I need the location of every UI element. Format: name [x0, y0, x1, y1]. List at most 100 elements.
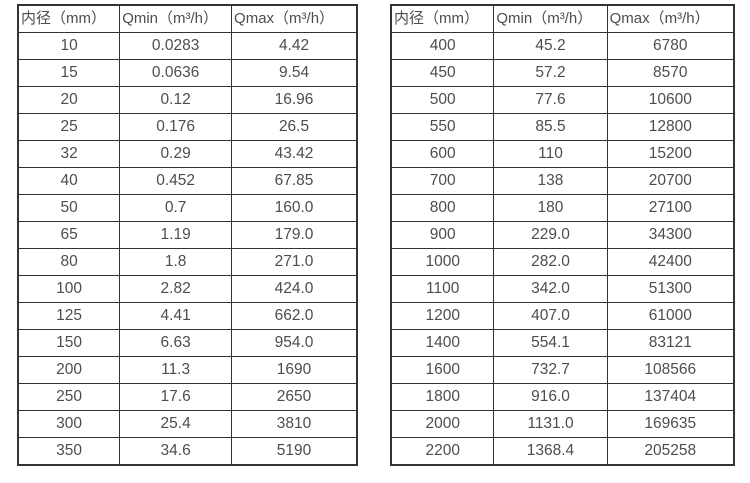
- column-header-qmax: Qmax（m³/h）: [606, 4, 735, 33]
- table-cell: 10: [17, 32, 121, 60]
- table-cell: 407.0: [493, 302, 608, 330]
- table-cell: 180: [493, 194, 608, 222]
- table-row: 450 57.2 8570: [390, 59, 735, 87]
- table-row: 500 77.6 10600: [390, 86, 735, 114]
- table-row: 400 45.2 6780: [390, 32, 735, 60]
- table-cell: 1000: [390, 248, 495, 276]
- column-header-qmin: Qmin（m³/h）: [493, 4, 608, 33]
- table-cell: 1200: [390, 302, 495, 330]
- column-header-qmin: Qmin（m³/h）: [119, 4, 233, 33]
- table-cell: 80: [17, 248, 121, 276]
- table-cell: 138: [493, 167, 608, 195]
- table-cell: 125: [17, 302, 121, 330]
- table-cell: 17.6: [119, 383, 233, 411]
- table-cell: 61000: [606, 302, 735, 330]
- table-cell: 57.2: [493, 59, 608, 87]
- table-cell: 32: [17, 140, 121, 168]
- table-cell: 300: [17, 410, 121, 438]
- table-row: 350 34.6 5190: [17, 437, 358, 466]
- table-row: 40 0.452 67.85: [17, 167, 358, 195]
- table-cell: 11.3: [119, 356, 233, 384]
- table-cell: 10600: [606, 86, 735, 114]
- table-cell: 15200: [606, 140, 735, 168]
- table-cell: 1600: [390, 356, 495, 384]
- table-header-row: 内径（mm） Qmin（m³/h） Qmax（m³/h）: [390, 4, 735, 33]
- table-row: 10 0.0283 4.42: [17, 32, 358, 60]
- table-row: 1400 554.1 83121: [390, 329, 735, 357]
- table-cell: 271.0: [231, 248, 358, 276]
- table-row: 1600 732.7 108566: [390, 356, 735, 384]
- table-cell: 5190: [231, 437, 358, 466]
- table-cell: 85.5: [493, 113, 608, 141]
- table-cell: 2200: [390, 437, 495, 466]
- table-cell: 179.0: [231, 221, 358, 249]
- column-header-qmax: Qmax（m³/h）: [231, 4, 358, 33]
- table-cell: 169635: [606, 410, 735, 438]
- table-cell: 8570: [606, 59, 735, 87]
- table-cell: 424.0: [231, 275, 358, 303]
- table-cell: 0.452: [119, 167, 233, 195]
- table-row: 300 25.4 3810: [17, 410, 358, 438]
- table-body: 400 45.2 6780 450 57.2 8570 500 77.6 10600 550 85.…: [390, 32, 735, 466]
- table-cell: 100: [17, 275, 121, 303]
- table-cell: 25: [17, 113, 121, 141]
- table-cell: 137404: [606, 383, 735, 411]
- table-body: 10 0.0283 4.42 15 0.0636 9.54 20 0.12 16.96 25 0.1…: [17, 32, 358, 466]
- table-cell: 0.176: [119, 113, 233, 141]
- table-cell: 800: [390, 194, 495, 222]
- table-row: 125 4.41 662.0: [17, 302, 358, 330]
- table-row: 50 0.7 160.0: [17, 194, 358, 222]
- table-cell: 20700: [606, 167, 735, 195]
- table-cell: 43.42: [231, 140, 358, 168]
- table-cell: 662.0: [231, 302, 358, 330]
- table-cell: 554.1: [493, 329, 608, 357]
- table-cell: 4.42: [231, 32, 358, 60]
- table-cell: 600: [390, 140, 495, 168]
- table-cell: 51300: [606, 275, 735, 303]
- table-cell: 20: [17, 86, 121, 114]
- table-cell: 0.29: [119, 140, 233, 168]
- table-cell: 15: [17, 59, 121, 87]
- table-cell: 205258: [606, 437, 735, 466]
- table-cell: 25.4: [119, 410, 233, 438]
- table-cell: 77.6: [493, 86, 608, 114]
- table-cell: 0.0636: [119, 59, 233, 87]
- table-cell: 229.0: [493, 221, 608, 249]
- table-row: 800 180 27100: [390, 194, 735, 222]
- table-row: 1100 342.0 51300: [390, 275, 735, 303]
- table-cell: 6.63: [119, 329, 233, 357]
- table-row: 65 1.19 179.0: [17, 221, 358, 249]
- table-cell: 1100: [390, 275, 495, 303]
- table-row: 1800 916.0 137404: [390, 383, 735, 411]
- table-row: 100 2.82 424.0: [17, 275, 358, 303]
- table-cell: 3810: [231, 410, 358, 438]
- table-cell: 1800: [390, 383, 495, 411]
- table-cell: 732.7: [493, 356, 608, 384]
- spec-table-small-diameters: 内径（mm） Qmin（m³/h） Qmax（m³/h） 10 0.0283 4.4…: [17, 4, 358, 466]
- table-cell: 900: [390, 221, 495, 249]
- table-header-row: 内径（mm） Qmin（m³/h） Qmax（m³/h）: [17, 4, 358, 33]
- table-row: 150 6.63 954.0: [17, 329, 358, 357]
- table-cell: 150: [17, 329, 121, 357]
- table-cell: 12800: [606, 113, 735, 141]
- table-cell: 9.54: [231, 59, 358, 87]
- table-cell: 400: [390, 32, 495, 60]
- table-cell: 954.0: [231, 329, 358, 357]
- table-cell: 1.19: [119, 221, 233, 249]
- table-row: 1200 407.0 61000: [390, 302, 735, 330]
- table-cell: 450: [390, 59, 495, 87]
- table-cell: 1.8: [119, 248, 233, 276]
- column-header-diameter: 内径（mm）: [17, 4, 121, 33]
- table-cell: 200: [17, 356, 121, 384]
- table-cell: 34.6: [119, 437, 233, 466]
- column-header-diameter: 内径（mm）: [390, 4, 495, 33]
- table-row: 550 85.5 12800: [390, 113, 735, 141]
- table-row: 600 110 15200: [390, 140, 735, 168]
- table-cell: 250: [17, 383, 121, 411]
- table-row: 900 229.0 34300: [390, 221, 735, 249]
- table-cell: 160.0: [231, 194, 358, 222]
- table-cell: 83121: [606, 329, 735, 357]
- table-cell: 350: [17, 437, 121, 466]
- table-cell: 282.0: [493, 248, 608, 276]
- table-cell: 700: [390, 167, 495, 195]
